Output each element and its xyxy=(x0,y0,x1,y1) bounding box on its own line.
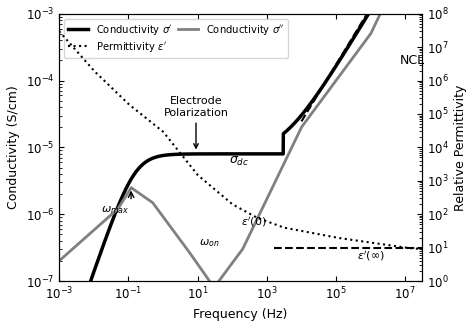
Legend: Conductivity $\sigma'$, Permittivity $\varepsilon'$, Conductivity $\sigma''$: Conductivity $\sigma'$, Permittivity $\v… xyxy=(64,19,288,58)
Y-axis label: Relative Permittivity: Relative Permittivity xyxy=(454,84,467,211)
Text: $\varepsilon'(0)$: $\varepsilon'(0)$ xyxy=(241,215,267,229)
Text: $\omega_{on}$: $\omega_{on}$ xyxy=(199,237,219,249)
X-axis label: Frequency (Hz): Frequency (Hz) xyxy=(193,308,288,321)
Text: $\omega_{max}$: $\omega_{max}$ xyxy=(101,204,129,216)
Text: Electrode
Polarization: Electrode Polarization xyxy=(164,96,228,148)
Y-axis label: Conductivity (S/cm): Conductivity (S/cm) xyxy=(7,86,20,209)
Text: NCL: NCL xyxy=(400,54,425,67)
Text: $\varepsilon'(\infty)$: $\varepsilon'(\infty)$ xyxy=(357,249,385,263)
Text: $\sigma_{dc}$: $\sigma_{dc}$ xyxy=(229,154,249,168)
